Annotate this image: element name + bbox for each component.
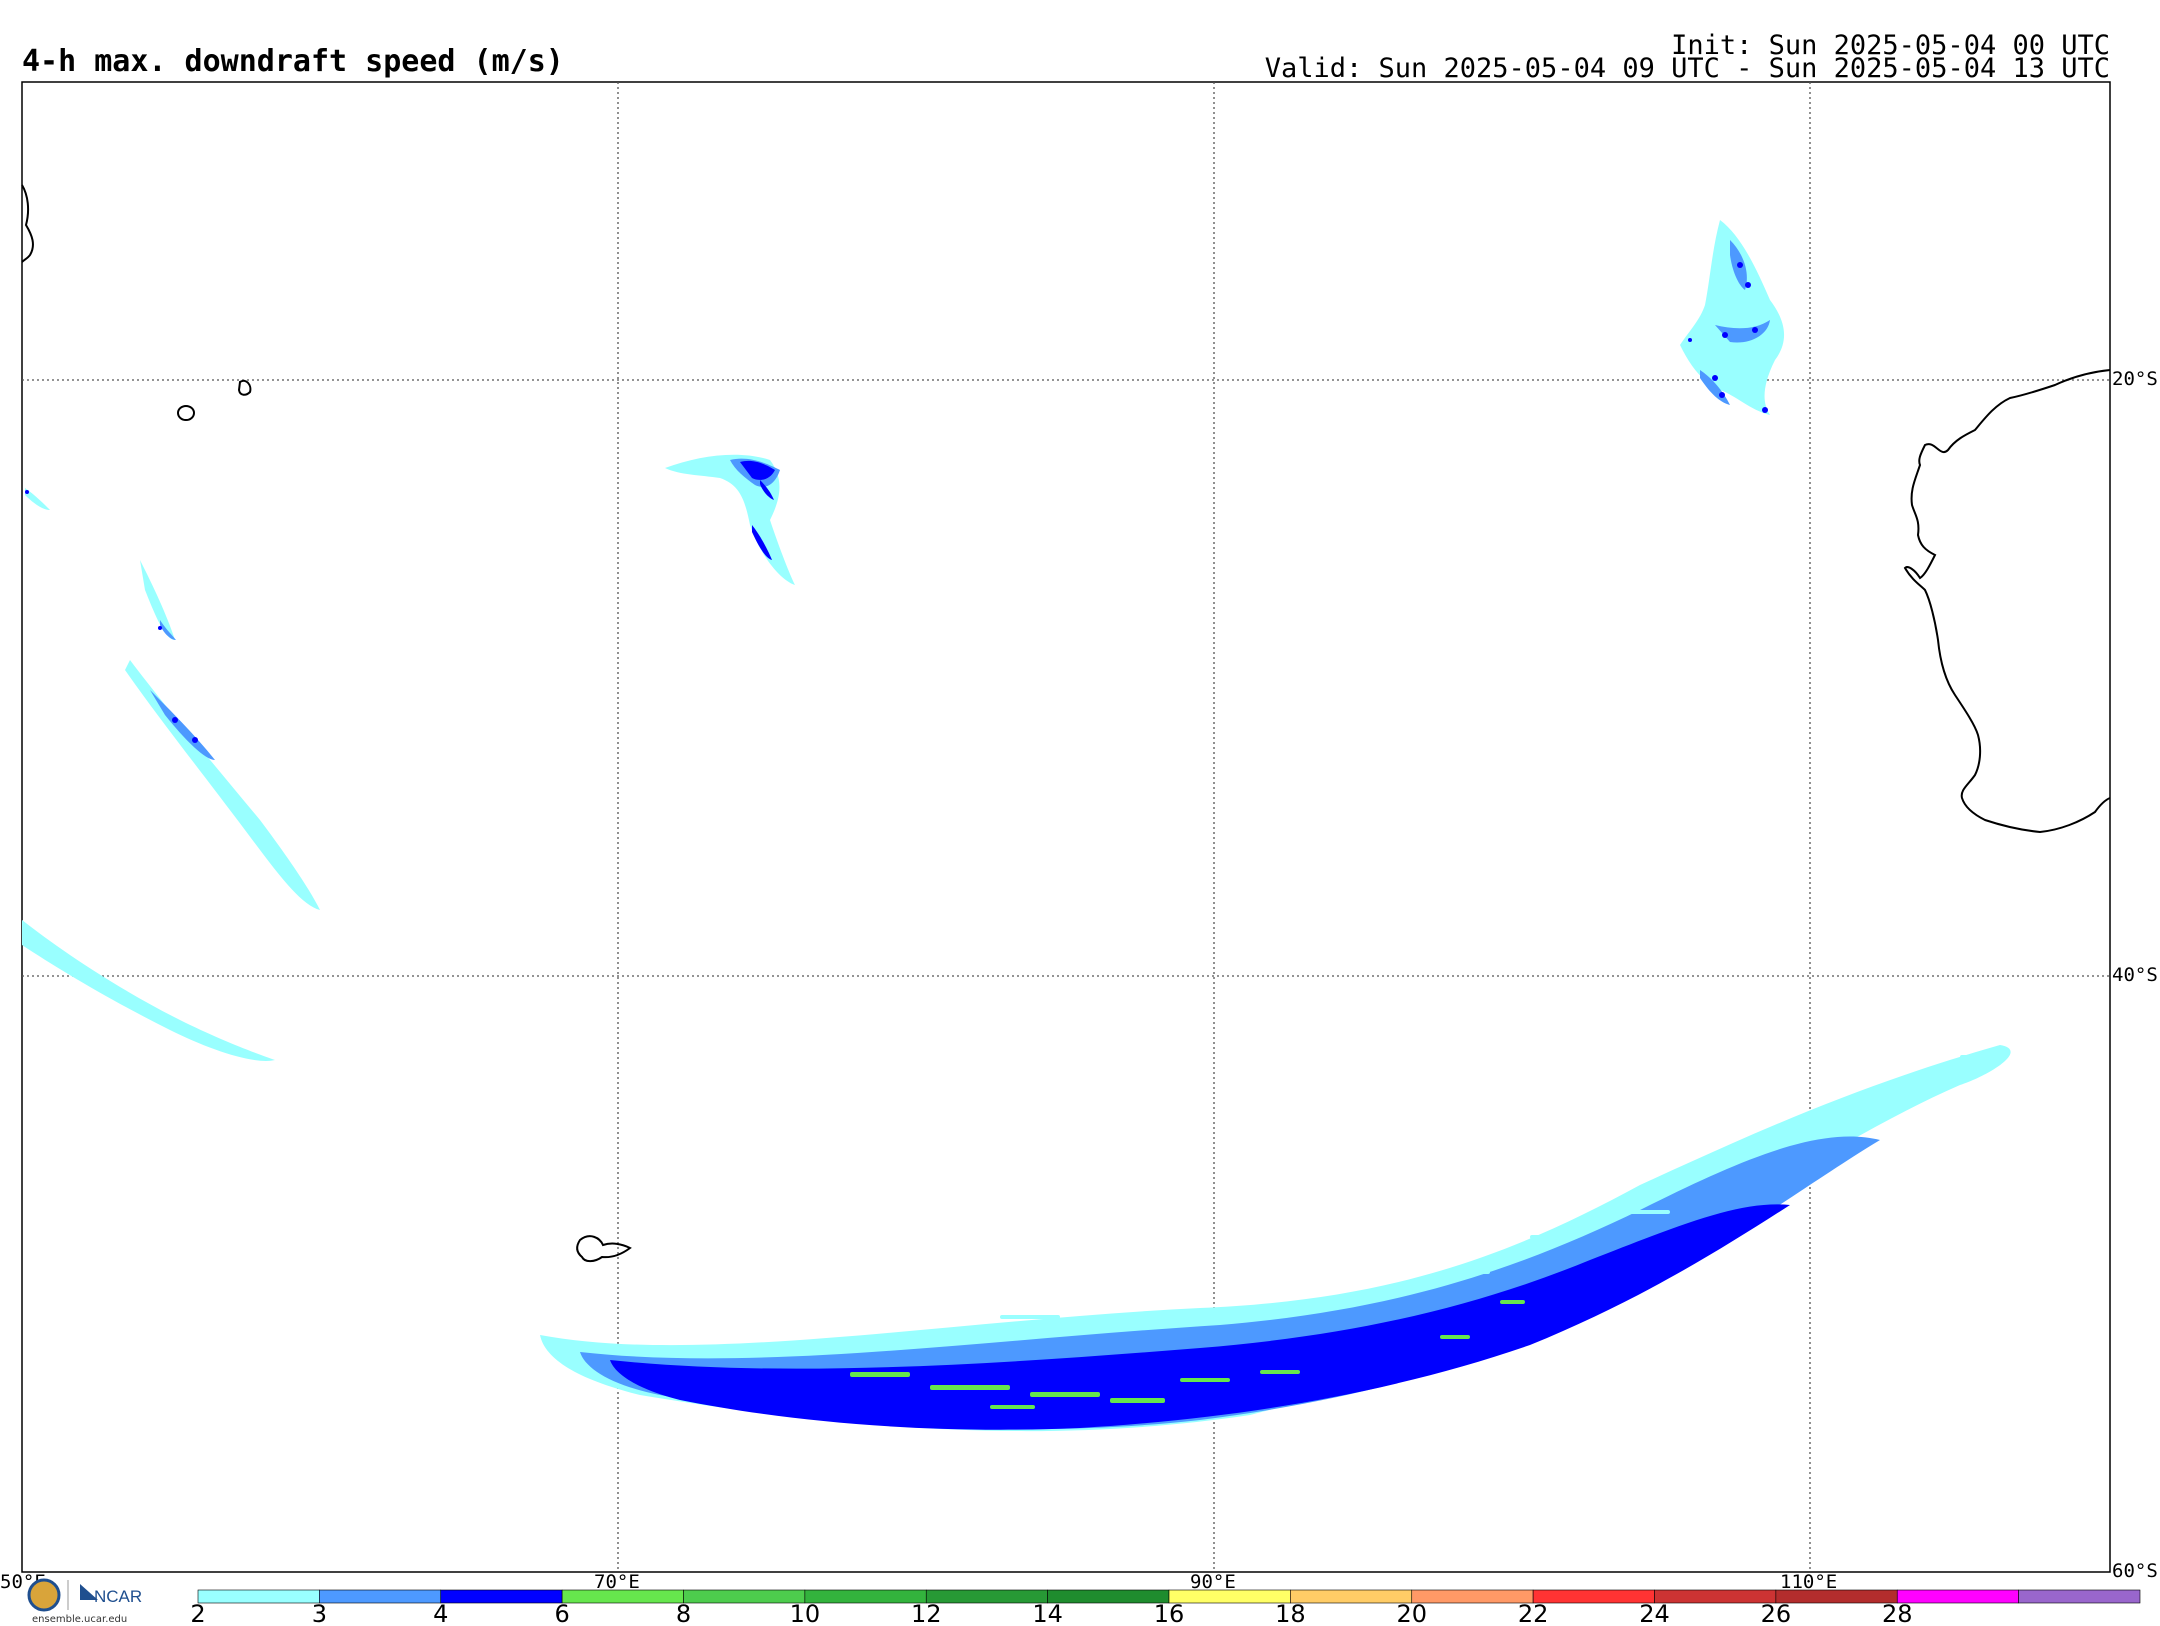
colorbar-swatch: [1411, 1589, 1534, 1604]
colorbar-tick-label: 4: [433, 1600, 448, 1626]
colorbar-tick-label: 6: [554, 1600, 569, 1626]
colorbar-swatch: [1654, 1589, 1777, 1604]
colorbar-swatch: [197, 1589, 320, 1604]
lon-label-90e: 90°E: [1190, 1571, 1236, 1593]
map-frame: [21, 81, 2111, 1573]
downdraft-streaks-west-strong: [150, 620, 215, 760]
colorbar-tick-label: 3: [312, 1600, 327, 1626]
colorbar-swatch: [1168, 1589, 1291, 1604]
colorbar-swatch: [1532, 1589, 1655, 1604]
lon-label-110e: 110°E: [1780, 1571, 1837, 1593]
colorbar-tick-label: 24: [1639, 1600, 1670, 1626]
ncar-mark-icon: [80, 1584, 98, 1600]
downdraft-streaks-west: [22, 488, 320, 1061]
colorbar-swatch: [683, 1589, 806, 1604]
colorbar-swatch: [1047, 1589, 1170, 1604]
colorbar-tick-label: 16: [1154, 1600, 1185, 1626]
lat-label-20s: 20°S: [2112, 368, 2158, 390]
colorbar-swatch: [1775, 1589, 1898, 1604]
init-time: Init: Sun 2025-05-04 00 UTC: [1671, 30, 2110, 61]
nsf-seal-icon: [27, 1578, 61, 1612]
colorbar-tick-label: 20: [1396, 1600, 1427, 1626]
madagascar-coast: [21, 184, 34, 263]
mauritius-island: [237, 379, 252, 396]
colorbar-swatch: [2018, 1589, 2141, 1604]
lon-label-70e: 70°E: [594, 1571, 640, 1593]
ncar-text: NCAR: [94, 1587, 142, 1606]
chart-title: 4-h max. downdraft speed (m/s): [22, 44, 564, 79]
colorbar-swatch: [319, 1589, 442, 1604]
colorbar: 2 3 4 6 8 10 12 14 16 18 20 22 24 26 28: [190, 1589, 2141, 1626]
logo-url: ensemble.ucar.edu: [32, 1614, 128, 1625]
kerguelen-islands: [576, 1235, 632, 1263]
lat-label-40s: 40°S: [2112, 964, 2158, 986]
colorbar-swatch: [804, 1589, 927, 1604]
colorbar-swatch: [1290, 1589, 1413, 1604]
colorbar-swatch: [440, 1589, 563, 1604]
lat-label-60s: 60°S: [2112, 1560, 2158, 1582]
colorbar-tick-label: 10: [790, 1600, 821, 1626]
valid-time: Valid: Sun 2025-05-04 09 UTC - Sun 2025-…: [1264, 53, 2110, 84]
downdraft-cells-central: [665, 454, 795, 585]
colorbar-tick-label: 8: [676, 1600, 691, 1626]
colorbar-tick-label: 22: [1518, 1600, 1549, 1626]
colorbar-swatch: [1896, 1589, 2019, 1604]
coastlines: [21, 184, 2111, 1263]
australia-coast: [1903, 369, 2111, 834]
downdraft-cells-northeast: [1680, 220, 1785, 415]
downdraft-cores-west: [25, 490, 198, 743]
colorbar-swatch: [561, 1589, 684, 1604]
colorbar-tick-label: 12: [911, 1600, 942, 1626]
nsf-ncar-logo: NCAR: [26, 1578, 156, 1624]
colorbar-tick-label: 14: [1032, 1600, 1063, 1626]
downdraft-band-south: [540, 1045, 2011, 1432]
colorbar-tick-label: 18: [1275, 1600, 1306, 1626]
reunion-island: [177, 405, 195, 421]
colorbar-swatch: [925, 1589, 1048, 1604]
colorbar-tick-label: 2: [190, 1600, 205, 1626]
colorbar-tick-label: 26: [1761, 1600, 1792, 1626]
colorbar-tick-label: 28: [1882, 1600, 1913, 1626]
